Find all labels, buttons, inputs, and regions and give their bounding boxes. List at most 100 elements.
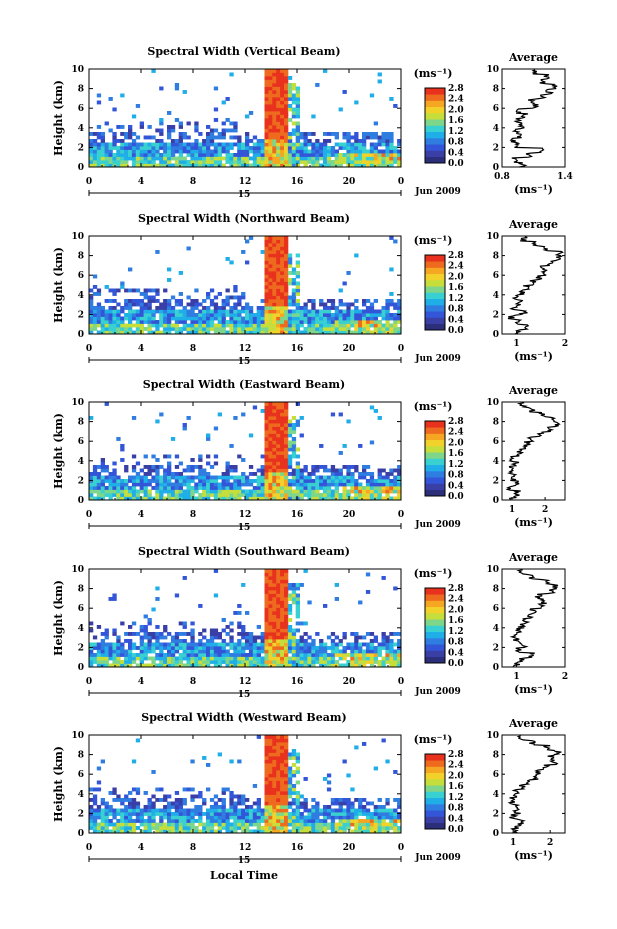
- heatmap-cell: [237, 313, 242, 317]
- heatmap-cell: [96, 306, 102, 310]
- heatmap-cell: [307, 646, 312, 650]
- heatmap-cell: [342, 489, 347, 494]
- heatmap-cell: [159, 482, 164, 487]
- heatmap-cell: [276, 160, 281, 164]
- heatmap-cell: [307, 320, 312, 324]
- heatmap-cell: [381, 812, 386, 816]
- heatmap-cell: [245, 812, 250, 816]
- heatmap-cell: [120, 663, 125, 668]
- heatmap-cell: [213, 794, 219, 799]
- heatmap-cell: [276, 274, 281, 279]
- heatmap-cell: [151, 468, 156, 473]
- heatmap-cell: [252, 649, 258, 654]
- heatmap-cell: [92, 316, 98, 321]
- heatmap-cell: [280, 430, 285, 434]
- heatmap-cell: [221, 302, 226, 307]
- heatmap-cell: [268, 93, 273, 98]
- heatmap-cell: [209, 139, 215, 143]
- heatmap-cell: [354, 493, 359, 497]
- heatmap-cell: [268, 649, 273, 654]
- heatmap-cell: [178, 482, 183, 487]
- heatmap-cell: [120, 447, 125, 452]
- heatmap-cell: [190, 465, 195, 469]
- heatmap-cell: [190, 142, 195, 147]
- heatmap-cell: [326, 316, 332, 321]
- heatmap-cell: [96, 780, 102, 785]
- heatmap-cell: [268, 412, 273, 417]
- colorbar-tick-label: 0.0: [448, 659, 464, 669]
- heatmap-cell: [116, 812, 121, 816]
- heatmap-cell: [96, 153, 102, 157]
- heatmap-cell: [287, 493, 293, 497]
- heatmap-cell: [143, 475, 148, 480]
- heatmap-cell: [264, 805, 269, 809]
- heatmap-cell: [350, 316, 355, 321]
- heatmap-cell: [385, 493, 390, 497]
- heatmap-cell: [338, 482, 343, 487]
- heatmap-cell: [295, 801, 300, 806]
- heatmap-cell: [151, 149, 156, 154]
- heatmap-cell: [264, 79, 269, 84]
- heatmap-cell: [131, 475, 137, 480]
- heatmap-cell: [155, 320, 160, 324]
- heatmap-cell: [264, 639, 269, 643]
- heatmap-cell: [276, 278, 281, 282]
- heatmap-cell: [287, 327, 293, 331]
- heatmap-cell: [303, 468, 308, 473]
- heatmap-cell: [264, 590, 269, 594]
- heatmap-cell: [272, 791, 277, 795]
- heatmap-cell: [89, 649, 94, 654]
- heatmap-cell: [307, 660, 312, 664]
- heatmap-cell: [89, 812, 94, 816]
- heatmap-cell: [108, 153, 113, 157]
- heatmap-cell: [100, 759, 105, 764]
- heatmap-cell: [155, 486, 160, 490]
- heatmap-cell: [295, 468, 300, 473]
- heatmap-cell: [104, 653, 109, 657]
- heatmap-cell: [276, 118, 281, 122]
- heatmap-cell: [362, 663, 367, 668]
- heatmap-cell: [245, 808, 250, 813]
- heatmap-cell: [163, 482, 168, 487]
- heatmap-cell: [124, 794, 129, 799]
- heatmap-cell: [202, 656, 207, 661]
- heatmap-cell: [163, 327, 168, 331]
- colorbar-swatch: [425, 489, 445, 497]
- heatmap-cell: [256, 819, 261, 823]
- y-tick-label: 4: [78, 457, 84, 467]
- heatmap-cell: [299, 160, 304, 164]
- heatmap-cell: [346, 819, 351, 823]
- heatmap-cell: [291, 292, 297, 296]
- heatmap-cell: [393, 649, 398, 654]
- heatmap-cell: [315, 479, 320, 483]
- heatmap-cell: [295, 330, 300, 335]
- heatmap-cell: [221, 475, 226, 480]
- heatmap-cell: [202, 642, 207, 647]
- y-tick-label: 2: [78, 643, 84, 653]
- heatmap-cell: [272, 745, 277, 750]
- heatmap-cell: [186, 663, 191, 668]
- heatmap-cell: [194, 327, 199, 331]
- heatmap-cell: [202, 489, 207, 494]
- heatmap-cell: [163, 475, 168, 480]
- x-tick-label: 0: [86, 677, 92, 687]
- heatmap-cell: [284, 104, 289, 108]
- heatmap-cell: [198, 313, 203, 317]
- heatmap-cell: [307, 299, 312, 303]
- heatmap-cell: [190, 639, 195, 643]
- heatmap-cell: [280, 426, 285, 431]
- heatmap-cell: [299, 416, 304, 420]
- heatmap-cell: [264, 738, 269, 743]
- heatmap-cell: [373, 160, 378, 164]
- heatmap-cell: [389, 822, 394, 827]
- heatmap-cell: [198, 649, 203, 654]
- heatmap-cell: [295, 604, 300, 608]
- x-tick-label: 8: [190, 344, 196, 354]
- heatmap-cell: [326, 653, 332, 657]
- heatmap-cell: [131, 142, 137, 147]
- heatmap-cell: [248, 656, 254, 661]
- heatmap-cell: [233, 125, 238, 129]
- heatmap-cell: [151, 316, 156, 321]
- colorbar-swatch: [425, 286, 445, 293]
